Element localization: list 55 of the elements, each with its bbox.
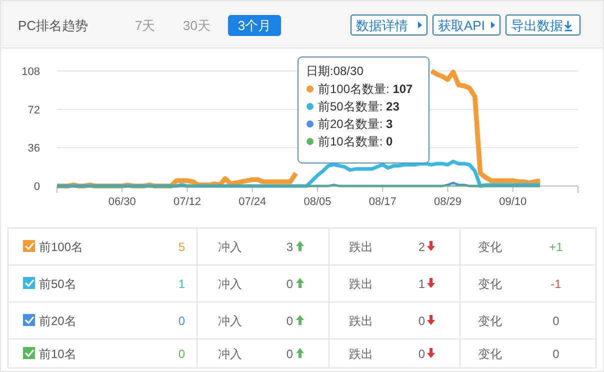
text: 跌出 bbox=[349, 347, 373, 361]
text: 冲入 bbox=[218, 277, 242, 291]
annotation: 日期:08/30 bbox=[306, 64, 364, 78]
text: 0 bbox=[286, 277, 294, 291]
text: 5 bbox=[178, 240, 186, 254]
text: 2 bbox=[418, 240, 426, 254]
text: 0 bbox=[418, 347, 426, 361]
text: 数据详情 bbox=[356, 18, 408, 33]
text: 3 bbox=[286, 240, 294, 254]
text: -1 bbox=[550, 277, 562, 291]
text: 3个月 bbox=[238, 18, 272, 33]
legend-label: 前20名 bbox=[39, 314, 76, 328]
text: 30天 bbox=[183, 18, 210, 33]
text: 跌出 bbox=[349, 277, 373, 291]
legend-label: 前50名 bbox=[39, 277, 76, 291]
text: 变化 bbox=[478, 277, 502, 291]
annotation: 前100名数量: 107 bbox=[318, 82, 414, 96]
x-tick-label: 08/29 bbox=[434, 196, 462, 208]
x-tick-label: 07/24 bbox=[238, 196, 266, 208]
text: +1 bbox=[549, 240, 564, 254]
annotation: 前10名数量: 0 bbox=[318, 134, 394, 148]
legend-label: 前10名 bbox=[39, 347, 76, 361]
text: 冲入 bbox=[218, 314, 242, 328]
text: 0 bbox=[418, 314, 426, 328]
text: 变化 bbox=[478, 347, 502, 361]
x-tick-label: 08/17 bbox=[368, 196, 396, 208]
text: 0 bbox=[178, 347, 186, 361]
text: 冲入 bbox=[218, 240, 242, 254]
text: 跌出 bbox=[349, 314, 373, 328]
text: 7天 bbox=[135, 18, 156, 33]
x-tick-label: 09/10 bbox=[499, 196, 527, 208]
legend-label: 前100名 bbox=[39, 240, 84, 254]
text: 获取API bbox=[438, 18, 485, 33]
x-tick-label: 08/05 bbox=[304, 196, 332, 208]
chart-title: PC排名趋势 bbox=[18, 18, 88, 33]
y-tick-label: 36 bbox=[28, 142, 40, 155]
text: 1 bbox=[178, 277, 186, 291]
text: 冲入 bbox=[218, 347, 242, 361]
text: 变化 bbox=[478, 314, 502, 328]
text: 跌出 bbox=[349, 240, 373, 254]
text: 导出数据 bbox=[511, 18, 563, 33]
text: 0 bbox=[286, 314, 294, 328]
x-tick-label: 06/30 bbox=[108, 196, 136, 208]
text: 变化 bbox=[478, 240, 502, 254]
text: 1 bbox=[418, 277, 426, 291]
annotation: 前20名数量: 3 bbox=[318, 117, 394, 131]
y-tick-label: 0 bbox=[34, 181, 40, 193]
x-tick-label: 07/12 bbox=[173, 196, 202, 208]
text: 0 bbox=[286, 347, 294, 361]
y-tick-label: 108 bbox=[22, 66, 40, 78]
y-tick-label: 72 bbox=[28, 104, 40, 116]
text: 0 bbox=[552, 347, 560, 361]
text: 0 bbox=[552, 314, 560, 328]
text: 0 bbox=[178, 314, 186, 328]
annotation: 前50名数量: 23 bbox=[318, 100, 400, 114]
